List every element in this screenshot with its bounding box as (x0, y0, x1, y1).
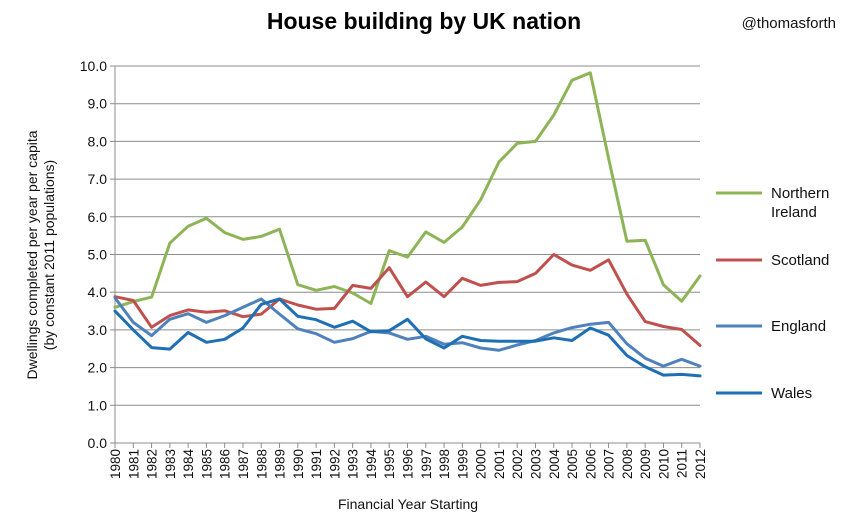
x-tick-label: 2005 (565, 449, 580, 479)
x-tick-label: 1985 (199, 449, 214, 479)
x-tick-label: 1984 (181, 449, 196, 480)
x-tick-label: 2010 (656, 449, 671, 479)
x-tick-label: 1983 (163, 449, 178, 479)
y-axis-label: Dwellings completed per year per capita … (24, 130, 57, 379)
legend-label: Scotland (771, 252, 829, 269)
legend-label: Ireland (771, 204, 817, 221)
y-tick-label: 10.0 (80, 58, 107, 74)
series-line-wales (113, 297, 702, 378)
x-tick-label: 1992 (327, 449, 342, 479)
legend-label: England (771, 318, 826, 335)
x-tick-label: 2011 (675, 449, 690, 478)
x-tick-label: 1990 (291, 449, 306, 479)
y-tick-label: 9.0 (88, 96, 108, 112)
x-tick-label: 2007 (602, 449, 617, 479)
x-tick-label: 1997 (419, 449, 434, 479)
x-tick-label: 2002 (510, 449, 525, 479)
y-tick-label: 5.0 (88, 247, 108, 263)
x-tick-label: 1998 (437, 449, 452, 479)
credit-label: @thomasforth (741, 15, 836, 32)
legend-label: Northern (771, 185, 829, 202)
y-tick-label: 7.0 (88, 171, 108, 187)
x-tick-label: 1999 (455, 449, 470, 479)
y-tick-label: 1.0 (88, 397, 108, 413)
x-tick-label: 1996 (401, 449, 416, 479)
y-axis-label-line-2: (by constant 2011 populations) (41, 160, 57, 350)
x-tick-label: 2003 (528, 449, 543, 479)
x-tick-label: 2004 (547, 449, 562, 480)
series-line-scotland (113, 253, 702, 347)
axes (110, 65, 701, 448)
x-tick-label: 1981 (126, 449, 141, 479)
y-tick-label: 4.0 (88, 284, 108, 300)
x-tick-label: 2006 (583, 449, 598, 479)
y-tick-label: 3.0 (88, 322, 108, 338)
x-tick-label: 1989 (273, 449, 288, 479)
x-tick-label: 1986 (218, 449, 233, 479)
y-axis-label-line-1: Dwellings completed per year per capita (24, 130, 40, 379)
x-tick-label: 1980 (108, 449, 123, 479)
chart-title: House building by UK nation (266, 8, 582, 34)
y-tick-label: 2.0 (88, 360, 108, 376)
x-tick-label: 2008 (620, 449, 635, 479)
x-tick-label: 1991 (309, 449, 324, 479)
x-tick-label: 2009 (638, 449, 653, 479)
x-tick-label: 1993 (346, 449, 361, 479)
gridlines (115, 65, 700, 406)
x-tick-label: 2000 (474, 449, 489, 479)
x-tick-label: 1988 (254, 449, 269, 479)
series-line-northern-ireland (113, 71, 702, 309)
x-tick-label: 1994 (364, 449, 379, 480)
series-line-england (113, 296, 702, 368)
series-lines (113, 71, 702, 378)
legend-label: Wales (771, 385, 812, 402)
x-tick-label: 2001 (492, 449, 507, 479)
y-tick-label: 8.0 (88, 133, 108, 149)
x-axis-label: Financial Year Starting (338, 496, 478, 512)
legend: Northern Ireland Scotland England Wales (716, 185, 829, 402)
y-tick-label: 0.0 (88, 435, 108, 451)
x-tick-label: 1982 (145, 449, 160, 479)
x-tick-label: 1987 (236, 449, 251, 479)
x-tick-label: 2012 (693, 449, 708, 479)
x-tick-label: 1995 (382, 449, 397, 479)
y-tick-label: 6.0 (88, 209, 108, 225)
